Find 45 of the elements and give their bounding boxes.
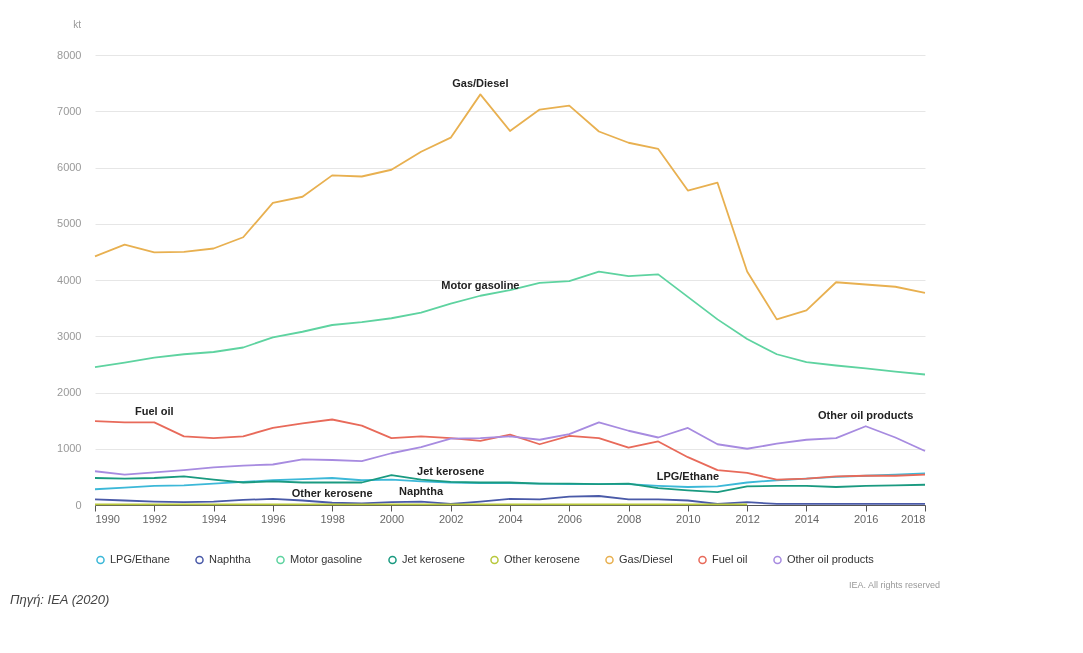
legend-label: Jet kerosene — [402, 552, 465, 565]
y-tick-label: 6000 — [57, 161, 82, 173]
annotation: Other oil products — [818, 409, 914, 422]
y-tick-label: 3000 — [57, 329, 82, 342]
legend-label: Motor gasoline — [290, 552, 363, 565]
y-tick-label: 0 — [75, 498, 82, 511]
legend-label: Other kerosene — [504, 552, 580, 565]
x-tick-label: 2012 — [735, 512, 760, 525]
annotation: Naphtha — [399, 484, 444, 497]
x-tick-label: 1992 — [142, 512, 168, 525]
legend-label: LPG/Ethane — [110, 552, 170, 565]
x-tick-label: 1996 — [261, 512, 286, 525]
annotation: Other kerosene — [291, 487, 373, 500]
annotation: Fuel oil — [135, 405, 174, 418]
annotation: LPG/Ethane — [656, 470, 720, 482]
annotation: Motor gasoline — [441, 278, 520, 291]
y-tick-label: 1000 — [57, 442, 82, 455]
y-tick-label: 4000 — [57, 273, 82, 286]
annotation: Gas/Diesel — [452, 77, 509, 90]
x-tick-label: 2000 — [379, 512, 405, 525]
x-tick-label: 2006 — [557, 512, 583, 525]
x-tick-label: 2002 — [438, 512, 464, 525]
x-tick-label: 2014 — [794, 512, 820, 525]
y-tick-label: 7000 — [57, 104, 82, 117]
legend-label: Naphtha — [209, 552, 252, 565]
y-tick-label: 8000 — [57, 48, 82, 61]
x-tick-label: 2016 — [853, 512, 879, 525]
line-series — [94, 270, 926, 376]
line-series — [94, 93, 926, 321]
text: Πηγή: IEA (2020) — [10, 592, 110, 607]
x-tick-label: 2004 — [498, 512, 523, 525]
x-tick-label: 1990 — [95, 512, 120, 525]
x-tick-label: 2018 — [901, 512, 926, 525]
annotation: Jet kerosene — [417, 464, 485, 477]
x-tick-label: 2010 — [676, 512, 701, 525]
y-tick-label: 5000 — [57, 217, 82, 230]
legend-label: Gas/Diesel — [619, 552, 673, 565]
legend-label: Fuel oil — [712, 552, 748, 565]
x-tick-label: 1998 — [320, 512, 345, 525]
x-tick-label: 1994 — [201, 512, 227, 525]
x-tick-label: 2008 — [616, 512, 642, 525]
text: IEA. All rights reserved — [848, 580, 940, 590]
y-axis-title: kt — [73, 19, 82, 30]
legend-label: Other oil products — [787, 552, 875, 565]
y-tick-label: 2000 — [57, 386, 82, 398]
